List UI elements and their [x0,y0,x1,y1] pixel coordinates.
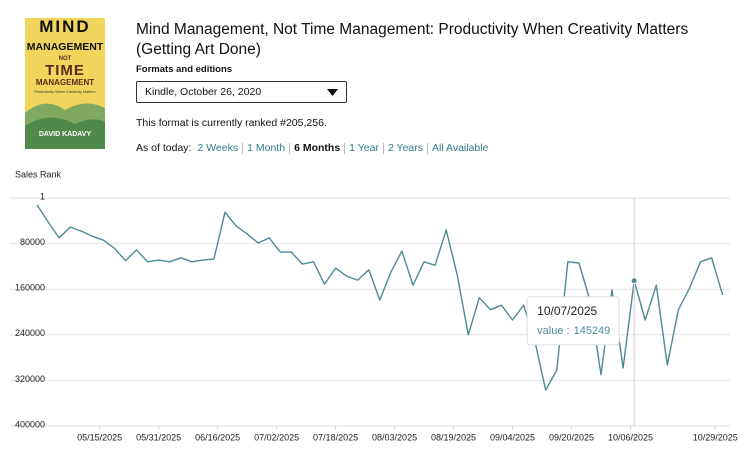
tooltip-number: 145249 [574,325,611,337]
cover-hill [25,117,105,149]
y-axis-title: Sales Rank [15,169,62,179]
y-tick-label: 240000 [15,328,45,338]
y-tick-label: 1 [40,191,45,201]
x-tick-label: 06/16/2025 [195,432,240,442]
sales-rank-line [36,204,724,391]
cover-text: NOT [59,56,72,62]
dropdown-arrow [327,89,338,96]
tooltip-box [526,296,620,346]
x-tick-label: 08/19/2025 [431,432,476,442]
cover-text: DAVID KADAVY [39,131,92,138]
hover-point [630,277,638,285]
range-link[interactable]: 2 Weeks [197,141,239,154]
range-link[interactable]: 1 Month [242,142,289,154]
cover-text: MANAGEMENT [27,41,104,53]
tooltip: 10/07/2025 value : 145249 [526,296,620,346]
y-tick-label: 400000 [15,419,45,429]
book-cover[interactable]: MIND MANAGEMENT NOT TIME MANAGEMENT Prod… [25,18,105,149]
chart: Sales Rank 1 80000 160000 240000 320000 40000… [10,169,738,442]
tooltip-title: 10/07/2025 [537,304,597,318]
x-tick-label: 05/15/2025 [77,432,122,442]
y-tick-label: 160000 [15,283,45,293]
range-link[interactable]: 2 Years [382,142,427,154]
cover-text: TIME [45,62,85,79]
y-tick-label: 320000 [15,374,45,384]
y-tick-label: 80000 [20,237,45,247]
rank-text: This format is currently ranked #205,256… [136,117,327,129]
dropdown-value: Kindle, October 26, 2020 [145,86,262,98]
x-tick-label: 07/02/2025 [254,432,299,442]
x-tick-label: 07/18/2025 [313,432,358,442]
range-link[interactable]: All Available [427,142,492,154]
range-link[interactable]: 1 Year [344,142,383,154]
range-selector: As of today: 2 Weeks 1 Month 6 Months 1 Yea… [136,142,492,154]
x-tick-label: 10/06/2025 [608,432,653,442]
cover-text: MANAGEMENT [36,78,94,87]
cover-text: Productivity When Creativity Matters [34,90,95,94]
range-link[interactable]: 6 Months [289,142,344,154]
formats-label: Formats and editions [136,64,233,75]
cover-text: MIND [39,18,90,36]
x-tick-label: 09/20/2025 [549,432,594,442]
tooltip-label: value : [537,325,569,337]
as-of-label: As of today: [136,142,192,154]
x-tick-label: 10/29/2025 [693,432,738,442]
product-title: Mind Management, Not Time Management: Pr… [136,21,689,58]
x-tick-label: 05/31/2025 [136,432,181,442]
tooltip-value: value : 145249 [537,325,610,337]
x-tick-label: 08/03/2025 [372,432,417,442]
x-tick-label: 09/04/2025 [490,432,535,442]
format-dropdown[interactable]: Kindle, October 26, 2020 [136,81,347,103]
